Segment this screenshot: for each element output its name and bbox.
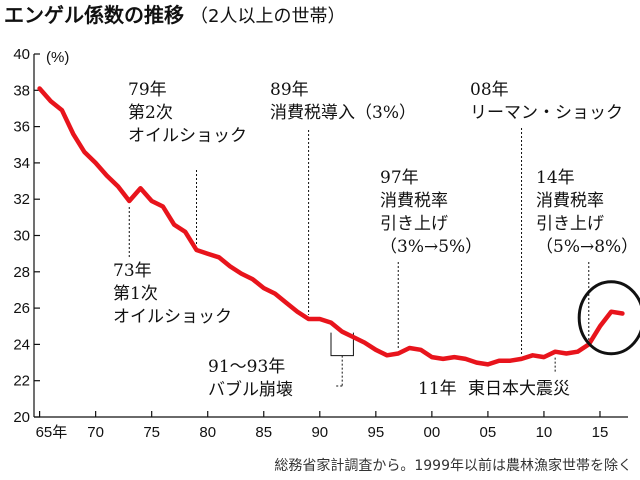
- y-tick-label: 28: [13, 264, 30, 281]
- y-tick-label: 26: [13, 300, 30, 317]
- annotation-line: オイルショック: [113, 307, 232, 327]
- annotation-line: オイルショック: [128, 126, 247, 146]
- series-line: [37, 86, 625, 367]
- y-tick-label: 40: [13, 46, 30, 63]
- y-tick-label: 38: [13, 82, 30, 99]
- annotation-line: （5%→8%）: [536, 237, 638, 257]
- annotation-line: （3%→5%）: [380, 237, 482, 257]
- x-tick-label: 75: [143, 424, 160, 441]
- annotation-line: 79年: [128, 80, 167, 100]
- highlight-circle: [577, 280, 640, 356]
- y-tick-label: 20: [13, 409, 30, 426]
- y-tick-label: 32: [13, 191, 30, 208]
- annotation-line: 消費税導入（3%）: [270, 103, 416, 123]
- y-tick-label: 24: [13, 336, 30, 353]
- annotation-line: 第2次: [128, 103, 173, 123]
- x-tick-label: 85: [255, 424, 272, 441]
- annotation-line: 73年: [113, 261, 152, 281]
- y-tick-label: 22: [13, 373, 30, 390]
- source-note: 総務省家計調査から。1999年以前は農林漁家世帯を除く: [274, 457, 632, 474]
- x-tick-label: 05: [480, 424, 497, 441]
- y-tick-label: 34: [13, 155, 30, 172]
- axis-ticks: 20 22 24 26 28 30 32 34 36 38 40 65年 70 75 80 85 90 95 00 0…: [13, 46, 608, 441]
- annotation-line: 東日本大震災: [468, 379, 570, 399]
- chart-title: エンゲル係数の推移: [4, 3, 184, 27]
- annotation-line: 引き上げ: [380, 214, 448, 234]
- annotation-line: 97年: [380, 168, 419, 188]
- annotation-line: 11年: [418, 379, 457, 399]
- annotation-line: 消費税率: [380, 191, 448, 211]
- y-tick-label: 30: [13, 228, 30, 245]
- x-tick-label: 80: [199, 424, 216, 441]
- unit-label: (%): [46, 49, 69, 66]
- x-tick-label: 90: [311, 424, 328, 441]
- annotation-line: 消費税率: [536, 191, 604, 211]
- x-tick-label: 95: [367, 424, 384, 441]
- annotation-line: バブル崩壊: [208, 379, 293, 400]
- x-tick-label: 65年: [36, 424, 68, 441]
- annotations: 73年第1次オイルショック79年第2次オイルショック89年消費税導入（3%）91…: [113, 80, 638, 400]
- annotation-line: 91〜93年: [208, 357, 285, 377]
- x-tick-label: 70: [87, 424, 104, 441]
- annotation-line: 引き上げ: [536, 214, 604, 234]
- x-tick-label: 10: [536, 424, 553, 441]
- annotation-line: 第1次: [113, 284, 158, 304]
- x-tick-label: 00: [424, 424, 441, 441]
- chart-subtitle: （2人以上の世帯）: [190, 6, 345, 27]
- y-tick-label: 36: [13, 119, 30, 136]
- annotation: 11年 東日本大震災: [418, 357, 570, 399]
- x-tick-label: 15: [592, 424, 609, 441]
- annotation-line: 08年: [470, 80, 509, 100]
- annotation-line: 14年: [536, 168, 575, 188]
- annotation-line: リーマン・ショック: [470, 103, 623, 123]
- annotation-line: 89年: [270, 80, 309, 100]
